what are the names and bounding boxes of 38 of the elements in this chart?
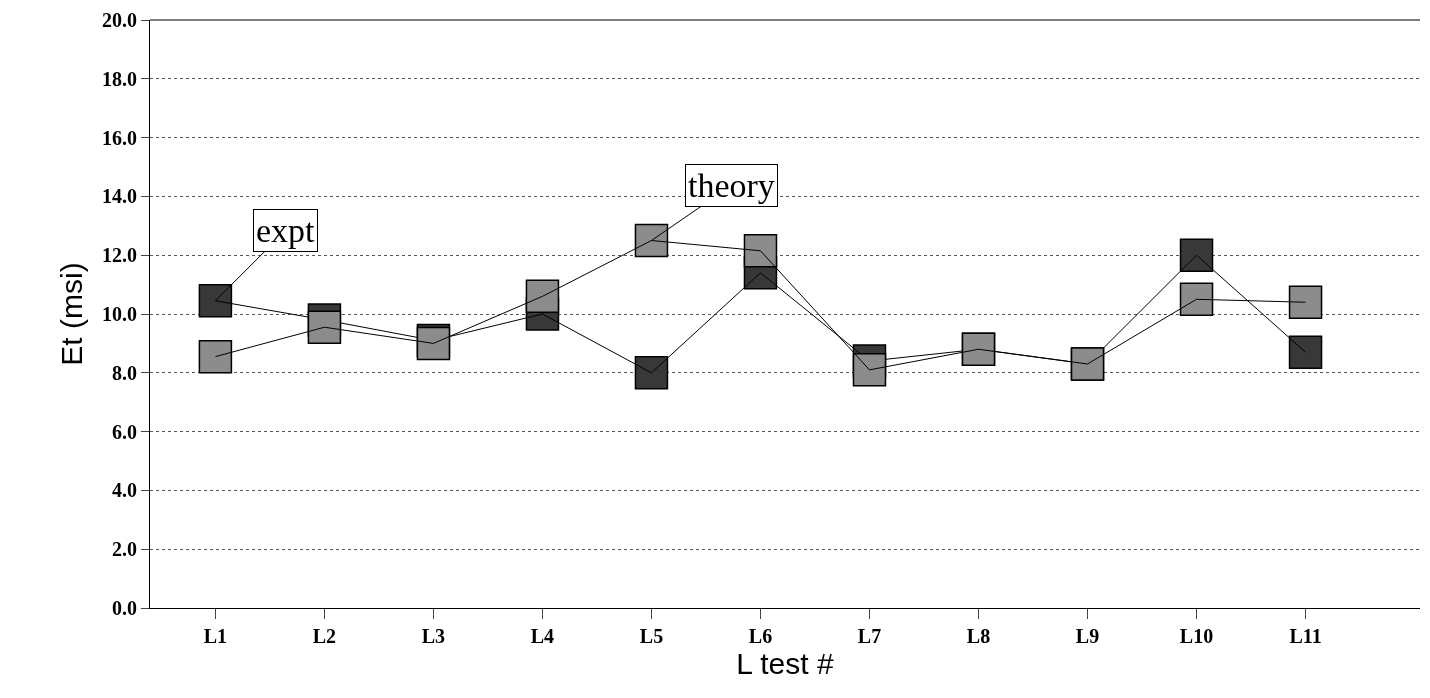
x-tick-label: L3 bbox=[421, 625, 446, 647]
x-tick-label: L5 bbox=[639, 625, 664, 647]
x-tick-label: L7 bbox=[857, 625, 882, 647]
point bbox=[1179, 282, 1214, 317]
y-tick-label: 0.0 bbox=[112, 597, 137, 619]
annotation: expt bbox=[256, 212, 316, 249]
x-tick-label: L4 bbox=[530, 625, 555, 647]
y-axis-title: Et (msi) bbox=[55, 262, 88, 366]
x-tick-label: L2 bbox=[312, 625, 337, 647]
y-tick-label: 4.0 bbox=[112, 479, 137, 502]
point bbox=[198, 284, 233, 318]
y-tick-label: 10.0 bbox=[102, 303, 137, 325]
x-tick-label: L10 bbox=[1179, 625, 1214, 647]
y-tick-label: 18.0 bbox=[102, 67, 137, 90]
annotation: theory bbox=[688, 167, 775, 204]
x-tick-label: L6 bbox=[748, 625, 773, 647]
point bbox=[1288, 335, 1323, 369]
y-tick-label: 14.0 bbox=[102, 185, 137, 208]
y-tick-label: 16.0 bbox=[102, 126, 137, 149]
point bbox=[525, 279, 560, 314]
y-tick-label: 8.0 bbox=[112, 361, 137, 384]
point bbox=[743, 234, 778, 268]
point bbox=[852, 353, 887, 387]
point bbox=[634, 223, 669, 258]
x-tick-label: L9 bbox=[1075, 625, 1100, 647]
point bbox=[634, 356, 669, 390]
y-tick-label: 2.0 bbox=[112, 538, 137, 561]
x-tick-label: L8 bbox=[966, 625, 991, 647]
y-tick-label: 6.0 bbox=[112, 420, 137, 443]
point bbox=[307, 310, 342, 344]
x-tick-label: L1 bbox=[203, 625, 228, 647]
x-axis-title: L test # bbox=[736, 647, 834, 680]
point bbox=[1288, 285, 1323, 319]
y-tick-label: 12.0 bbox=[102, 244, 137, 267]
point bbox=[1179, 238, 1214, 272]
x-tick-label: L11 bbox=[1289, 625, 1322, 647]
point bbox=[198, 339, 233, 374]
y-tick-label: 20.0 bbox=[102, 9, 137, 31]
